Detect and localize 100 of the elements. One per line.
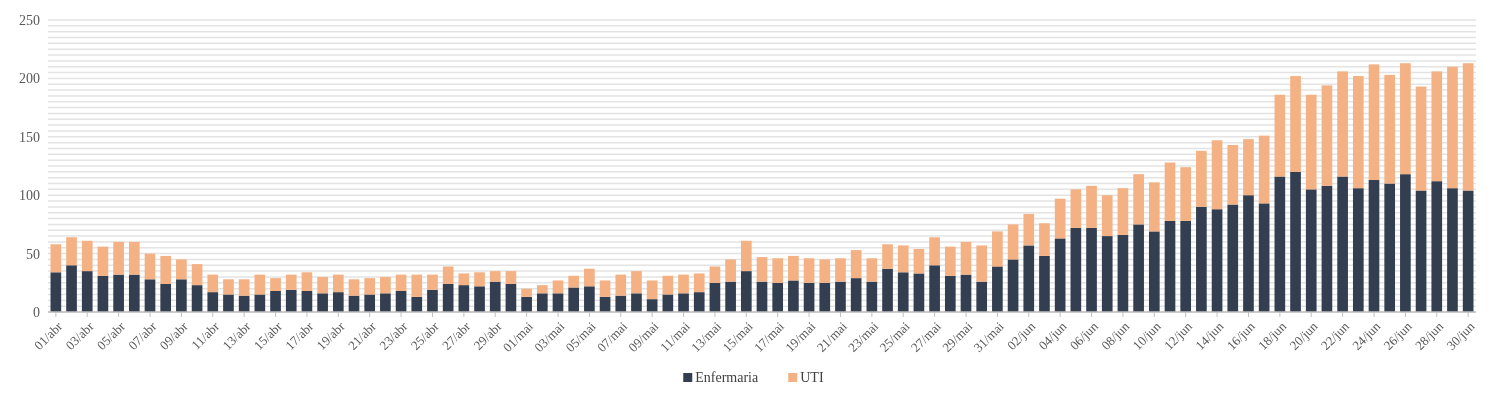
bar bbox=[1117, 188, 1129, 235]
bar bbox=[1384, 183, 1396, 312]
bar bbox=[756, 281, 768, 312]
bar bbox=[458, 285, 470, 312]
legend-label: Enfermaria bbox=[695, 370, 759, 385]
bar bbox=[427, 289, 438, 312]
bar bbox=[568, 275, 580, 288]
bar bbox=[1415, 190, 1427, 312]
bar bbox=[285, 274, 297, 290]
bar bbox=[929, 265, 940, 312]
bar bbox=[1337, 176, 1348, 312]
bar bbox=[552, 280, 564, 294]
bar bbox=[568, 287, 580, 312]
bar bbox=[1352, 188, 1364, 312]
bar bbox=[1305, 94, 1317, 190]
bar bbox=[850, 278, 862, 312]
bar bbox=[693, 292, 705, 312]
bar bbox=[976, 245, 988, 282]
bar bbox=[1054, 238, 1066, 312]
bar bbox=[1054, 198, 1066, 239]
bar bbox=[395, 274, 407, 291]
bar bbox=[1462, 190, 1474, 312]
bar bbox=[819, 282, 831, 312]
bar bbox=[97, 246, 109, 276]
bar bbox=[144, 279, 156, 312]
bar bbox=[66, 265, 77, 312]
bar bbox=[1243, 195, 1254, 312]
bar bbox=[207, 292, 219, 312]
bar bbox=[1196, 150, 1207, 207]
bar bbox=[285, 289, 297, 312]
bar bbox=[1196, 206, 1207, 312]
bar bbox=[1007, 259, 1019, 312]
bar bbox=[254, 294, 266, 312]
bar bbox=[709, 266, 721, 283]
bar bbox=[160, 283, 172, 312]
bar bbox=[364, 278, 376, 295]
bar bbox=[772, 282, 784, 312]
bar bbox=[976, 281, 988, 312]
bar bbox=[1321, 85, 1333, 186]
bar bbox=[882, 244, 893, 269]
bar bbox=[1101, 195, 1113, 237]
bar bbox=[615, 295, 627, 312]
bar bbox=[1070, 227, 1082, 312]
bar bbox=[474, 286, 485, 312]
bar bbox=[552, 293, 564, 312]
bar bbox=[1352, 76, 1364, 189]
bar bbox=[223, 279, 234, 295]
bar bbox=[1117, 234, 1129, 312]
bar bbox=[364, 294, 376, 312]
bar bbox=[113, 241, 124, 275]
bar bbox=[788, 280, 799, 312]
bar bbox=[1039, 223, 1050, 256]
bar bbox=[1290, 171, 1301, 312]
bar bbox=[693, 273, 705, 293]
bar bbox=[66, 237, 77, 266]
bar bbox=[897, 245, 909, 273]
bar bbox=[536, 285, 548, 294]
bar bbox=[646, 280, 658, 300]
bar bbox=[1274, 176, 1286, 312]
bar bbox=[960, 274, 972, 312]
bar bbox=[380, 276, 391, 294]
bar bbox=[1227, 204, 1239, 312]
bar bbox=[1368, 64, 1380, 181]
y-tick-label: 250 bbox=[19, 12, 40, 28]
bar bbox=[1400, 63, 1411, 175]
bar bbox=[725, 281, 736, 312]
y-tick-label: 50 bbox=[26, 246, 40, 262]
bar bbox=[866, 258, 878, 282]
bar bbox=[850, 250, 862, 279]
bar bbox=[662, 294, 674, 312]
bar bbox=[1007, 224, 1019, 260]
bar bbox=[270, 278, 281, 291]
bar bbox=[1086, 185, 1097, 228]
bar bbox=[1243, 139, 1254, 196]
bar bbox=[882, 268, 893, 312]
bar bbox=[1133, 174, 1144, 225]
bar bbox=[1384, 74, 1396, 184]
y-tick-label: 100 bbox=[19, 188, 40, 204]
y-tick-label: 150 bbox=[19, 129, 40, 145]
bar bbox=[160, 255, 172, 284]
bar bbox=[709, 282, 721, 312]
bar bbox=[81, 271, 93, 312]
bar bbox=[442, 283, 454, 312]
bar bbox=[144, 253, 156, 280]
bar bbox=[1431, 181, 1443, 312]
bar bbox=[521, 296, 532, 312]
bar bbox=[1337, 71, 1348, 177]
bar bbox=[97, 275, 109, 312]
bar bbox=[1148, 182, 1160, 232]
bar bbox=[380, 293, 391, 312]
bar bbox=[866, 281, 878, 312]
bar bbox=[1258, 135, 1270, 204]
bar bbox=[1039, 255, 1050, 312]
bar bbox=[944, 275, 956, 312]
bar bbox=[1180, 220, 1192, 312]
bar bbox=[301, 272, 313, 291]
bar bbox=[223, 294, 234, 312]
bar bbox=[756, 257, 768, 282]
bar bbox=[1148, 231, 1160, 312]
bar bbox=[238, 279, 250, 296]
